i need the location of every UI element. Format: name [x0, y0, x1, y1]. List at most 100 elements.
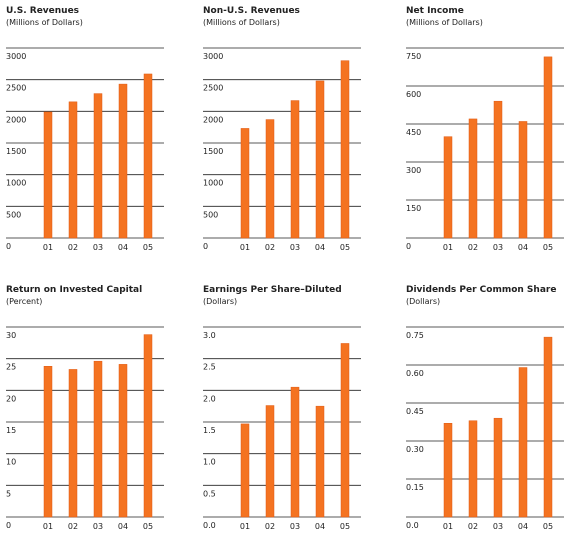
x-tick-label: 04: [118, 243, 128, 252]
y-tick-label: 0.75: [406, 331, 424, 340]
x-tick-label: 05: [543, 243, 553, 252]
bar: [340, 343, 350, 518]
chart-earnings-per-share: Earnings Per Share–Diluted (Dollars) 0.0…: [203, 285, 361, 535]
bar: [543, 336, 553, 518]
chart-plot: 0.0 0.15 0.30 0.45 0.60 0.75 01 02 03 04 05: [406, 326, 564, 531]
x-tick-label: 04: [118, 522, 128, 531]
chart-ylabel: (Percent): [6, 297, 43, 306]
x-tick-label: 03: [290, 522, 300, 531]
x-tick-label: 03: [493, 522, 503, 531]
y-tick-label: 500: [203, 210, 218, 219]
y-tick-label: 1500: [6, 147, 26, 156]
y-tick-label: 1000: [6, 179, 26, 188]
y-tick-label: 2000: [203, 115, 223, 124]
y-tick-label: 2.5: [203, 363, 216, 372]
bar: [468, 420, 478, 518]
y-tick-label: 30: [6, 331, 16, 340]
y-tick-label: 150: [406, 204, 421, 213]
x-tick-label: 04: [518, 243, 528, 252]
bar: [543, 56, 553, 239]
y-tick-label: 3000: [6, 52, 26, 61]
x-tick-label: 01: [240, 522, 250, 531]
x-tick-label: 02: [265, 243, 275, 252]
y-tick-label: 0.45: [406, 407, 424, 416]
x-tick-label: 03: [93, 243, 103, 252]
bar: [340, 60, 350, 239]
y-tick-label: 450: [406, 128, 421, 137]
x-tick-label: 02: [68, 522, 78, 531]
bar: [468, 118, 478, 239]
y-tick-label: 10: [6, 458, 16, 467]
y-tick-label: 2.0: [203, 394, 216, 403]
x-tick-label: 05: [143, 522, 153, 531]
bar: [68, 101, 78, 239]
chart-title: Non-U.S. Revenues: [203, 6, 300, 16]
bar: [265, 405, 275, 518]
bar: [118, 83, 128, 239]
bar: [93, 93, 103, 239]
bar: [493, 100, 503, 239]
bar: [443, 136, 453, 239]
y-tick-label: 0.0: [203, 521, 216, 530]
bar: [68, 369, 78, 518]
x-tick-label: 04: [315, 243, 325, 252]
y-tick-label: 0.0: [406, 521, 419, 530]
bar: [240, 423, 250, 518]
bar: [290, 386, 300, 518]
y-tick-label: 1.5: [203, 426, 216, 435]
chart-ylabel: (Millions of Dollars): [6, 18, 83, 27]
y-tick-label: 500: [6, 210, 21, 219]
y-tick-label: 0.15: [406, 483, 424, 492]
bar: [93, 360, 103, 518]
y-tick-label: 1000: [203, 179, 223, 188]
y-tick-label: 0: [6, 521, 11, 530]
x-tick-label: 02: [468, 522, 478, 531]
x-tick-label: 03: [493, 243, 503, 252]
bar: [43, 366, 53, 518]
x-tick-label: 01: [443, 522, 453, 531]
chart-ylabel: (Dollars): [203, 297, 238, 306]
bar: [143, 334, 153, 518]
chart-ylabel: (Dollars): [406, 297, 441, 306]
chart-title: Dividends Per Common Share: [406, 285, 557, 295]
bar: [315, 80, 325, 239]
y-tick-label: 0: [203, 242, 208, 251]
chart-net-income: Net Income (Millions of Dollars) 0 150 300…: [406, 6, 564, 256]
y-tick-label: 15: [6, 426, 16, 435]
chart-us-revenues: U.S. Revenues (Millions of Dollars) 0 500…: [6, 6, 164, 256]
y-tick-label: 3000: [203, 52, 223, 61]
chart-ylabel: (Millions of Dollars): [203, 18, 280, 27]
x-tick-label: 02: [68, 243, 78, 252]
chart-title: Net Income: [406, 6, 464, 16]
bar: [290, 100, 300, 239]
x-tick-label: 01: [43, 243, 53, 252]
chart-ylabel: (Millions of Dollars): [406, 18, 483, 27]
x-tick-label: 01: [443, 243, 453, 252]
bar: [518, 367, 528, 518]
chart-plot: 0 500 1000 1500 2000 2500 3000 01 02 03 04 05: [203, 47, 361, 252]
bar: [118, 364, 128, 518]
bar: [493, 417, 503, 518]
y-tick-label: 2500: [6, 84, 26, 93]
x-tick-label: 05: [543, 522, 553, 531]
chart-title: Return on Invested Capital: [6, 285, 143, 295]
y-tick-label: 25: [6, 363, 16, 372]
y-tick-label: 5: [6, 489, 11, 498]
x-tick-label: 01: [240, 243, 250, 252]
y-tick-label: 0: [6, 242, 11, 251]
y-tick-label: 0: [406, 242, 411, 251]
y-tick-label: 3.0: [203, 331, 216, 340]
bar: [443, 423, 453, 518]
y-tick-label: 750: [406, 52, 421, 61]
x-tick-label: 05: [143, 243, 153, 252]
y-tick-label: 1.0: [203, 458, 216, 467]
bar: [240, 128, 250, 239]
chart-title: Earnings Per Share–Diluted: [203, 285, 342, 295]
x-tick-label: 02: [265, 522, 275, 531]
x-tick-label: 01: [43, 522, 53, 531]
y-tick-label: 0.5: [203, 489, 216, 498]
chart-plot: 0 500 1000 1500 2000 2500 3000 01 02 03 04 05: [6, 47, 164, 252]
x-tick-label: 04: [315, 522, 325, 531]
